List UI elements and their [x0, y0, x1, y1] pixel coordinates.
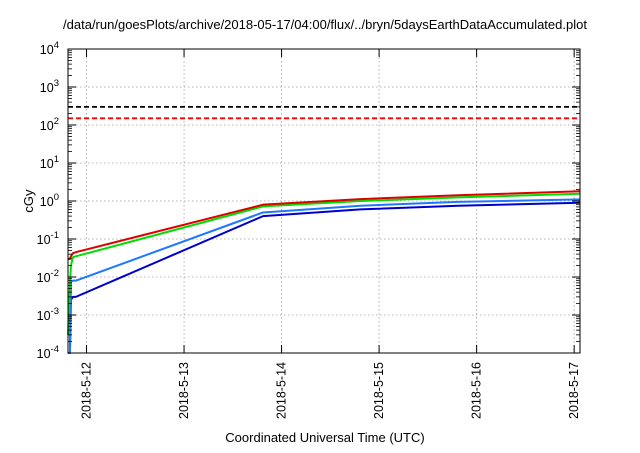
chart-title: /data/run/goesPlots/archive/2018-05-17/0… [63, 17, 587, 32]
series-line [68, 201, 581, 354]
reference-lines [68, 105, 580, 120]
y-axis-label: cGy [21, 189, 36, 213]
series-line [67, 192, 581, 335]
y-tick-label: 10-2 [37, 268, 59, 285]
y-tick-label: 103 [40, 78, 59, 95]
y-tick-label: 101 [40, 154, 59, 171]
x-tick-label: 2018-5-13 [177, 362, 191, 419]
series-line [68, 190, 581, 260]
y-axis: 10-4 10-3 10-2 10-1 100 101 102 103 104 [37, 40, 580, 361]
y-tick-label: 104 [40, 40, 59, 57]
series-group [67, 190, 581, 354]
x-tick-label: 2018-5-12 [80, 362, 94, 419]
series-line [68, 198, 581, 354]
y-tick-label: 10-4 [37, 344, 59, 361]
x-tick-label: 2018-5-14 [275, 362, 289, 419]
x-axis-label: Coordinated Universal Time (UTC) [225, 430, 424, 445]
y-tick-label: 100 [40, 192, 59, 209]
y-tick-label: 10-3 [37, 306, 59, 323]
y-tick-label: 10-1 [37, 230, 59, 247]
x-tick-label: 2018-5-15 [372, 362, 386, 419]
y-tick-label: 102 [40, 116, 59, 133]
x-axis: 2018-5-12 2018-5-13 2018-5-14 2018-5-15 2018… [80, 49, 581, 419]
x-tick-label: 2018-5-16 [470, 362, 484, 419]
x-tick-label: 2018-5-17 [567, 362, 581, 419]
